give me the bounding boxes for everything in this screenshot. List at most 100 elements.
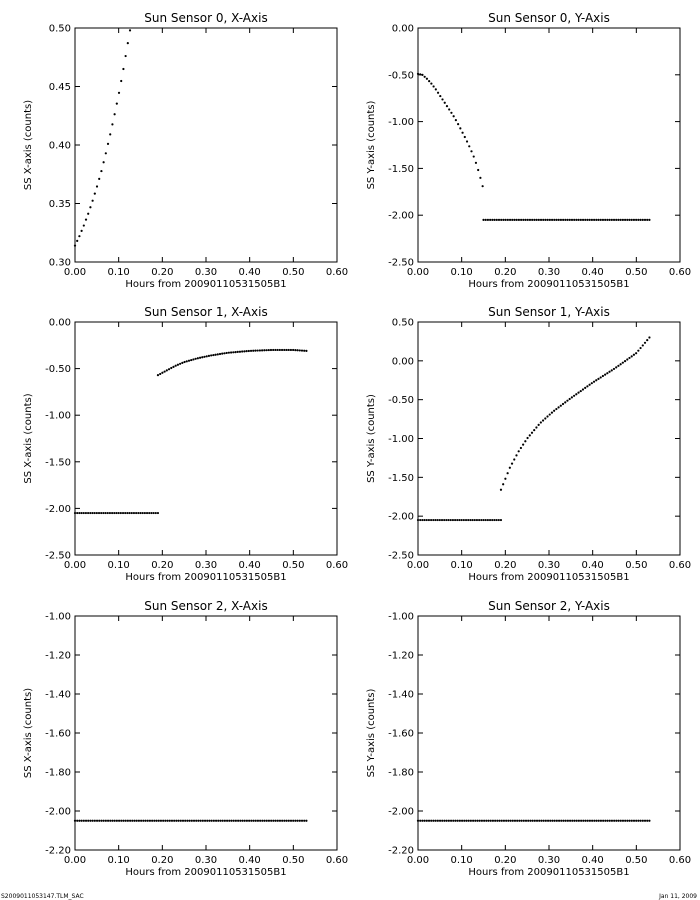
x-tick-label: 0.20 [494, 855, 516, 866]
y-tick-label: 0.00 [392, 24, 414, 35]
data-point [73, 819, 77, 822]
data-point [104, 819, 107, 822]
data-point [467, 819, 470, 822]
data-point [159, 372, 162, 376]
data-point [416, 819, 420, 822]
data-point [641, 819, 644, 822]
data-point [419, 819, 422, 822]
y-tick-label: -1.00 [388, 117, 414, 128]
data-point [623, 218, 627, 221]
data-point [637, 218, 640, 221]
data-point [241, 819, 244, 822]
x-tick-label: 0.30 [195, 855, 217, 866]
data-point [500, 819, 503, 822]
data-point [530, 431, 534, 434]
data-point [296, 819, 299, 822]
x-tick-label: 0.50 [625, 267, 647, 278]
y-tick-label: -2.50 [388, 551, 414, 562]
data-point [192, 819, 196, 822]
data-point [518, 819, 521, 822]
data-point [612, 367, 616, 371]
y-tick-label: -1.50 [388, 164, 414, 175]
data-point [546, 218, 549, 221]
data-point [124, 511, 127, 515]
data-point [646, 339, 649, 342]
data-point [496, 819, 499, 822]
data-point [108, 511, 112, 515]
data-point [181, 361, 184, 364]
data-point [152, 511, 155, 515]
data-point [593, 218, 596, 221]
x-axis-label: Hours from 20090110531505B1 [468, 279, 629, 290]
data-point [80, 819, 83, 822]
data-point [445, 105, 449, 108]
data-point [194, 357, 197, 360]
data-point [548, 218, 551, 221]
data-point [612, 218, 616, 221]
data-point [122, 67, 125, 71]
y-axis-label: SS X-axis (counts) [23, 688, 34, 778]
data-point [544, 218, 547, 221]
data-point [210, 354, 213, 357]
data-point [586, 385, 589, 388]
x-tick-label: 0.20 [151, 267, 173, 278]
data-point [575, 393, 578, 396]
x-tick-label: 0.50 [625, 560, 647, 571]
data-point [100, 511, 103, 515]
data-point [597, 819, 600, 822]
data-point [155, 819, 158, 822]
data-point [278, 348, 281, 352]
data-point [465, 140, 469, 143]
x-tick-label: 0.60 [669, 855, 691, 866]
data-point [553, 218, 556, 221]
data-point [223, 819, 226, 822]
y-axis-label: SS Y-axis (counts) [366, 688, 377, 777]
data-point [78, 819, 81, 822]
data-point [441, 98, 444, 101]
data-point [626, 218, 629, 221]
data-point [637, 349, 640, 352]
data-point [550, 218, 554, 221]
data-point [434, 88, 437, 91]
data-point [595, 819, 598, 822]
data-point [80, 229, 83, 232]
data-point [460, 819, 464, 822]
data-point [537, 218, 540, 221]
data-point [615, 366, 618, 369]
data-point [208, 819, 211, 822]
data-point [604, 819, 607, 822]
data-point [557, 819, 561, 822]
data-point [416, 72, 420, 75]
data-point [579, 218, 582, 221]
data-point [526, 218, 529, 221]
y-tick-label: -1.50 [45, 457, 71, 468]
data-point [278, 819, 282, 822]
data-point [613, 819, 616, 822]
y-tick-label: -1.60 [388, 729, 414, 740]
data-point [445, 819, 448, 822]
data-point [124, 54, 127, 58]
x-tick-label: 0.10 [451, 855, 473, 866]
chart-title: Sun Sensor 0, Y-Axis [488, 11, 610, 25]
data-point [549, 819, 552, 822]
x-axis-label: Hours from 20090110531505B1 [125, 867, 286, 878]
data-point [294, 349, 297, 352]
data-point [82, 819, 85, 822]
data-point [185, 360, 188, 363]
data-point [267, 348, 270, 352]
data-point [513, 458, 516, 461]
data-point [478, 518, 481, 522]
data-point [438, 819, 442, 822]
data-point [648, 336, 651, 339]
data-point [91, 819, 94, 822]
y-tick-label: 0.30 [49, 258, 71, 269]
data-point [141, 511, 144, 515]
data-point [632, 218, 636, 221]
data-point [610, 819, 614, 822]
data-point [564, 819, 567, 822]
data-point [176, 363, 180, 366]
data-point [93, 819, 96, 822]
data-point [581, 218, 585, 221]
data-point [639, 819, 642, 822]
